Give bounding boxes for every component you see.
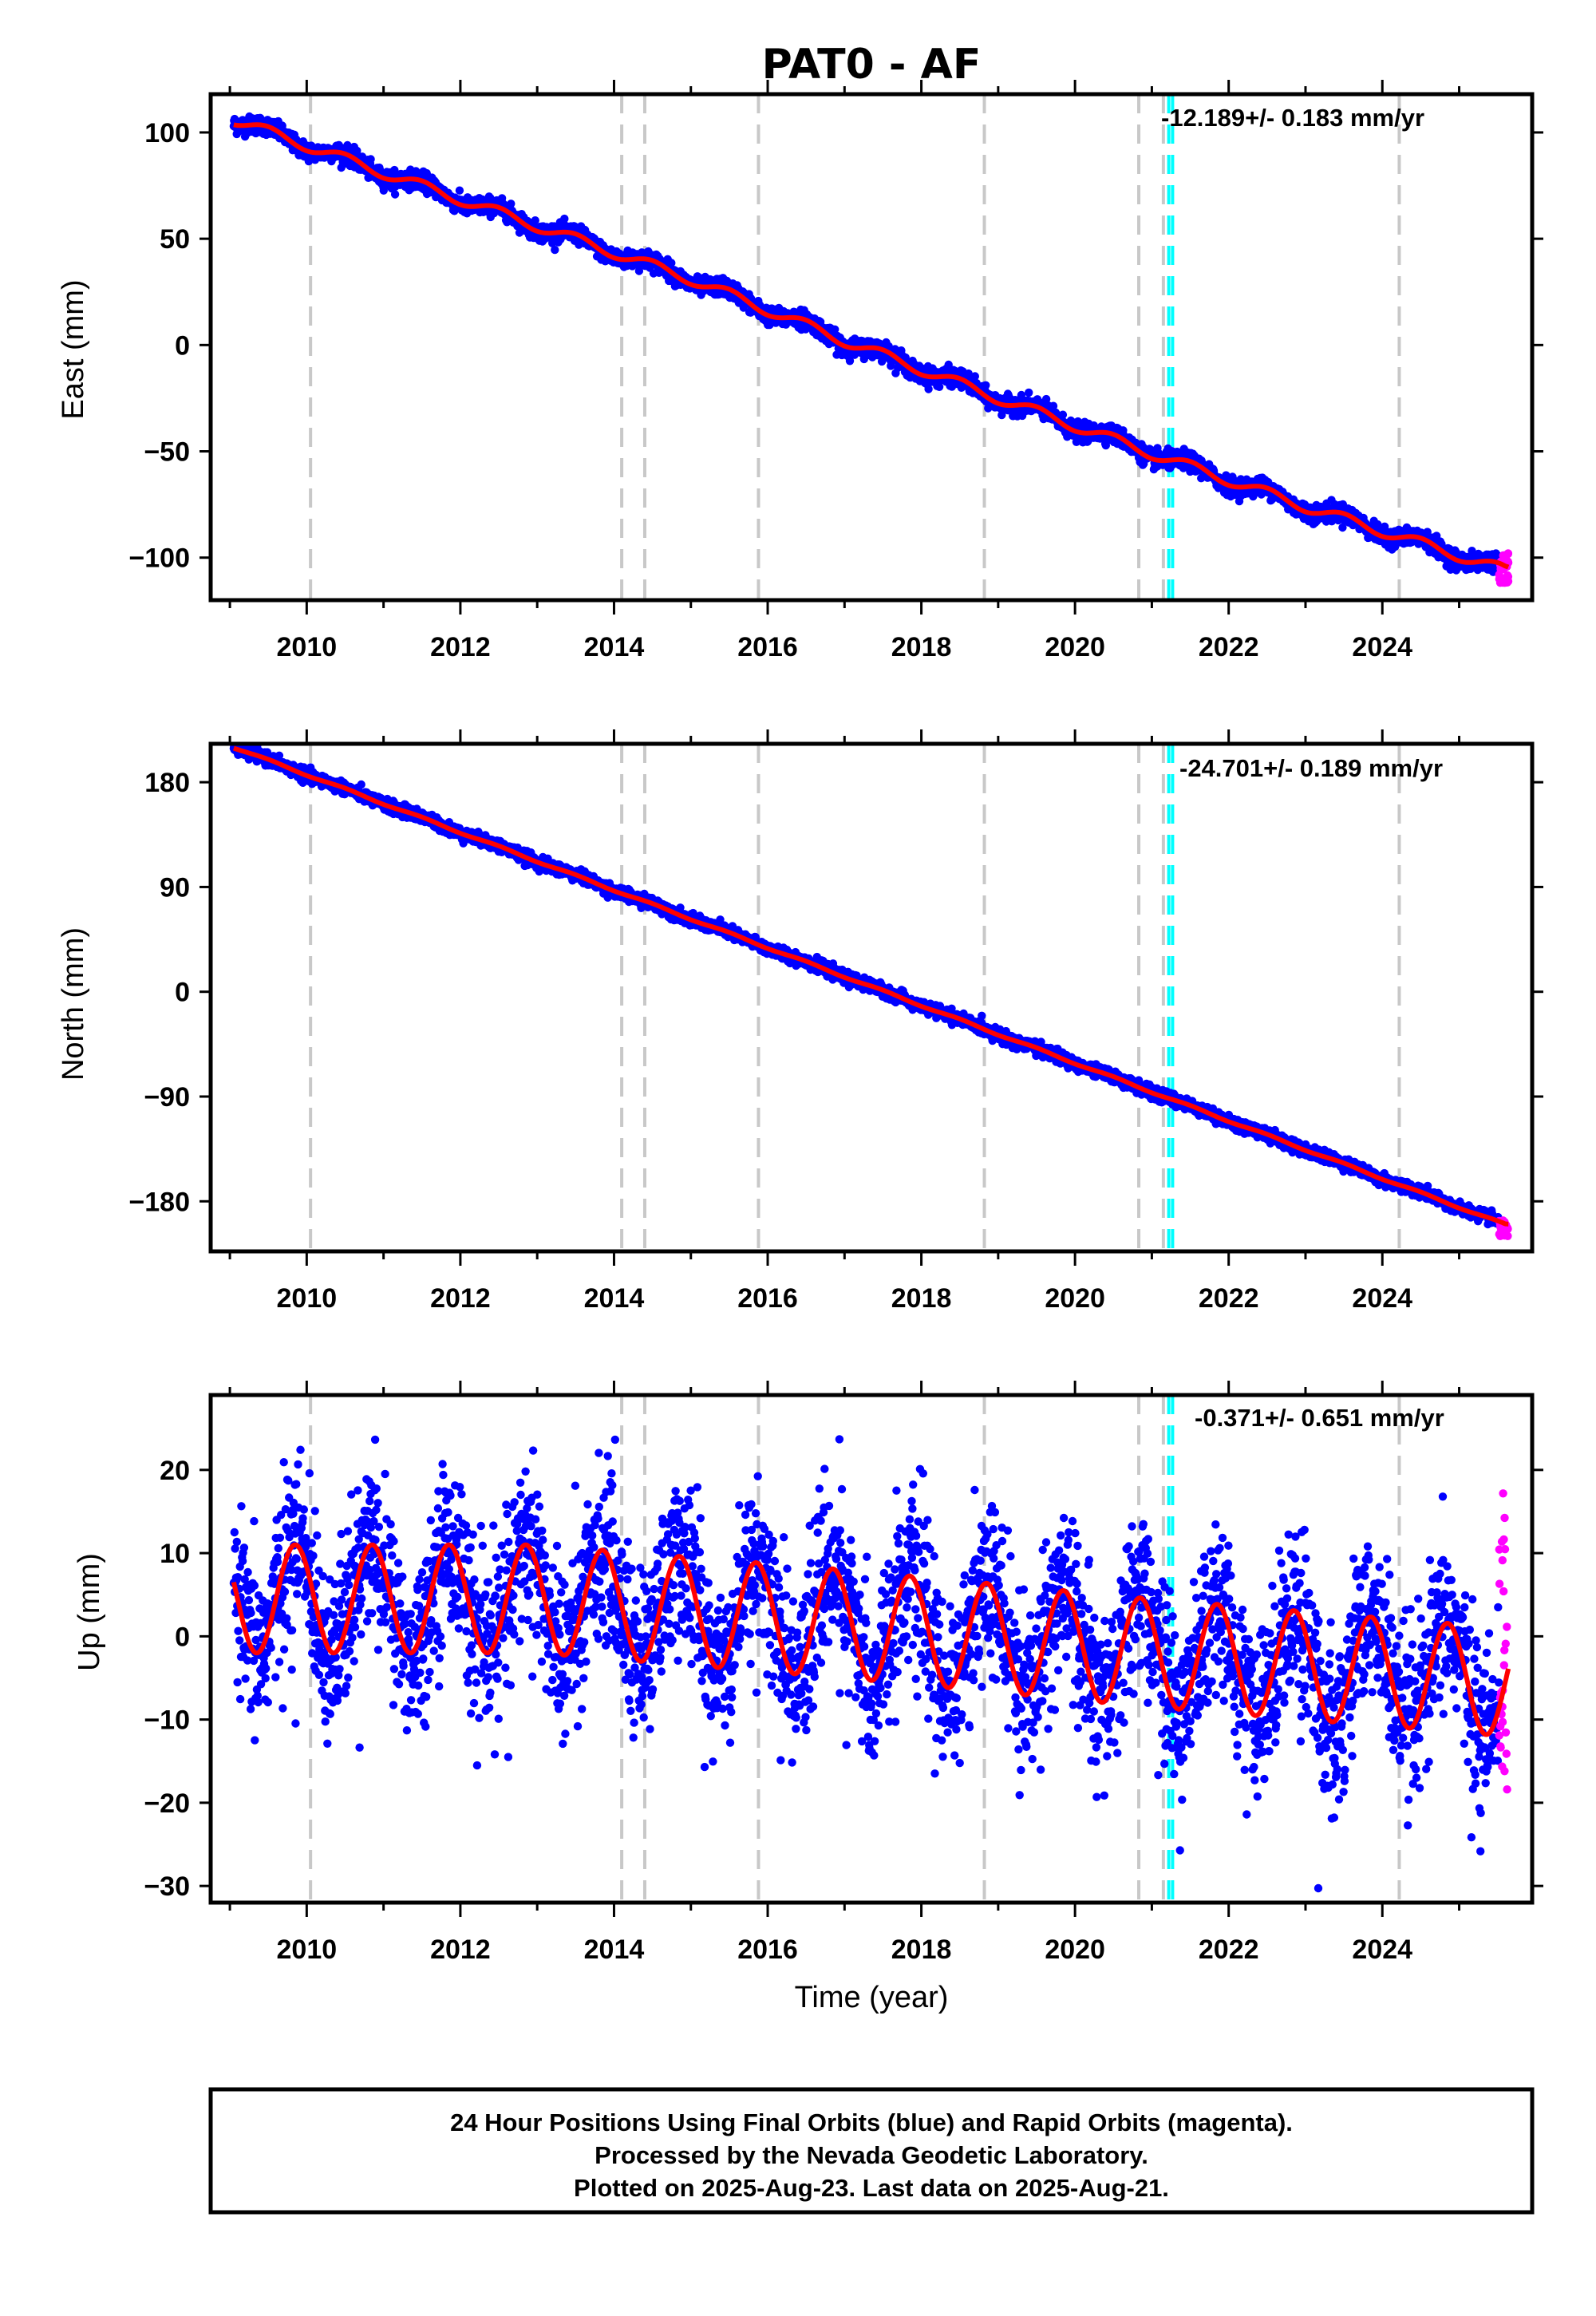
east-rapid-point — [1500, 551, 1509, 561]
east-final-point — [366, 155, 375, 164]
east-xtick-label: 2016 — [737, 632, 798, 662]
east-final-point — [551, 245, 559, 255]
east-axis-label: East (mm) — [57, 279, 90, 419]
east-final-point — [982, 381, 990, 389]
east-final-point — [560, 214, 569, 223]
north-plot-area — [229, 744, 1512, 1251]
east-final-point — [924, 385, 933, 393]
east-rapid-point — [1495, 579, 1505, 587]
north-data-layer — [229, 744, 1512, 1251]
east-ytick-label: 50 — [160, 224, 190, 255]
east-xtick-label: 2024 — [1352, 632, 1412, 662]
east-final-point — [278, 121, 286, 130]
east-ytick-label: −50 — [144, 437, 190, 468]
east-panel: 100 50 0 −50 −100 2010 2012 2014 2016 2018 2020 202… — [57, 80, 1543, 662]
east-ytick-label: −100 — [128, 543, 190, 574]
east-final-point — [455, 186, 464, 195]
east-xtick-label: 2018 — [891, 632, 952, 662]
east-xtick-label: 2012 — [430, 632, 491, 662]
east-final-point — [390, 190, 400, 199]
east-final-point — [507, 200, 516, 208]
north-final-point — [357, 780, 365, 789]
east-rate-label: -12.189+/- 0.183 mm/yr — [1161, 104, 1424, 132]
east-final-point — [1025, 388, 1033, 397]
east-final-point — [667, 259, 676, 267]
east-xtick-label: 2020 — [1045, 632, 1105, 662]
east-xtick-label: 2010 — [277, 632, 338, 662]
east-rapid-point — [1495, 570, 1503, 579]
east-ytick-label: 0 — [175, 330, 190, 361]
east-xtick-label: 2022 — [1199, 632, 1259, 662]
east-final-point — [634, 267, 644, 275]
east-final-point — [531, 216, 539, 225]
east-plot-area — [229, 94, 1513, 600]
east-xtick-label: 2014 — [584, 632, 645, 662]
east-ytick-label: 100 — [144, 118, 190, 148]
figure-title: PAT0 - AF — [762, 41, 982, 89]
east-data-layer — [229, 94, 1513, 600]
east-final-point — [1058, 410, 1068, 419]
east-final-point — [970, 372, 980, 381]
